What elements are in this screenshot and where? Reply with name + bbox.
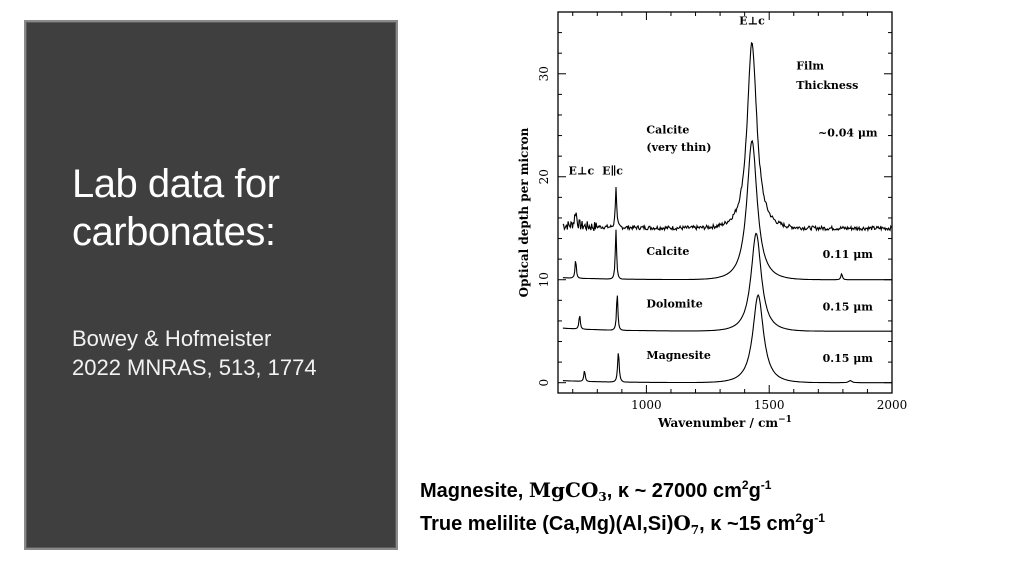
- caption-magnesite-formula: MgCO3: [528, 478, 607, 504]
- slide-title: Lab data for carbonates:: [72, 160, 372, 256]
- y-tick-label: 0: [537, 379, 551, 387]
- caption-melilite: True melilite (Ca,Mg)(Al,Si)O7, κ ~15 cm…: [420, 507, 1010, 540]
- y-tick-label: 10: [537, 272, 551, 287]
- series-line-3: [562, 294, 892, 384]
- y-axis-label: Optical depth per micron: [517, 127, 531, 297]
- caption-melilite-prefix: True melilite (Ca,Mg)(Al,Si): [420, 513, 674, 535]
- annotation-perp-left: E⊥c: [569, 165, 595, 178]
- slide-title-line1: Lab data for: [72, 162, 280, 206]
- unit-g: g: [748, 480, 761, 502]
- unit-sup: 2: [741, 478, 749, 492]
- caption-magnesite-prefix: Magnesite,: [420, 480, 529, 502]
- x-axis-label: Wavenumber / cm−1: [657, 415, 792, 430]
- x-tick-label: 1000: [631, 398, 662, 412]
- caption-melilite-formula: O7: [673, 511, 700, 537]
- citation-journal: 2022 MNRAS, 513, 1774: [72, 355, 317, 380]
- series-label: Dolomite: [646, 298, 702, 311]
- plot-area: 1000 1500 2000 0 10 20 30 Wavenumber / cm−1 Opti…: [517, 11, 908, 430]
- thickness-label: ~0.04 μm: [818, 127, 878, 140]
- annotation-parallel: E∥c: [602, 165, 623, 178]
- citation-authors: Bowey & Hofmeister: [72, 326, 272, 351]
- thickness-header: Thickness: [796, 79, 858, 92]
- film-label: Film: [796, 60, 824, 73]
- spectra-chart: 1000 1500 2000 0 10 20 30 Wavenumber / cm−1 Opti…: [517, 11, 908, 430]
- series-line-0: [562, 41, 892, 233]
- citation: Bowey & Hofmeister 2022 MNRAS, 513, 1774: [72, 324, 382, 382]
- thickness-label: 0.11 μm: [823, 248, 874, 261]
- kappa-text: , κ ~15 cm: [699, 513, 796, 535]
- series-line-1: [562, 139, 892, 281]
- slide-title-line2: carbonates:: [72, 210, 276, 254]
- thickness-label: 0.15 μm: [823, 352, 874, 365]
- formula-sub: 3: [598, 490, 607, 504]
- series-line-2: [562, 232, 892, 332]
- series-label: Calcite: [646, 124, 689, 137]
- x-tick-label: 2000: [877, 398, 908, 412]
- thickness-label: 0.15 μm: [823, 301, 874, 314]
- plot-frame: [557, 11, 893, 394]
- unit-sup: -1: [760, 478, 772, 492]
- series-label-line2: (very thin): [646, 141, 711, 154]
- unit-sup: -1: [814, 511, 825, 525]
- series-label: Magnesite: [646, 349, 710, 362]
- formula-main: O: [673, 511, 691, 535]
- x-tick-label: 1500: [754, 398, 785, 412]
- caption: Magnesite, MgCO3, κ ~ 27000 cm2g-1 True …: [420, 474, 1010, 540]
- y-tick-label: 20: [537, 169, 551, 184]
- kappa-text: , κ ~ 27000 cm: [606, 480, 742, 502]
- annotation-perp-top: E⊥c: [739, 14, 765, 27]
- formula-sub: 7: [690, 523, 700, 537]
- y-tick-label: 30: [537, 66, 551, 81]
- formula-main: MgCO: [528, 478, 599, 502]
- caption-magnesite: Magnesite, MgCO3, κ ~ 27000 cm2g-1: [420, 474, 1010, 507]
- unit-g: g: [802, 513, 815, 535]
- series-label: Calcite: [646, 245, 689, 258]
- title-panel: [24, 20, 398, 550]
- unit-sup: 2: [795, 511, 803, 525]
